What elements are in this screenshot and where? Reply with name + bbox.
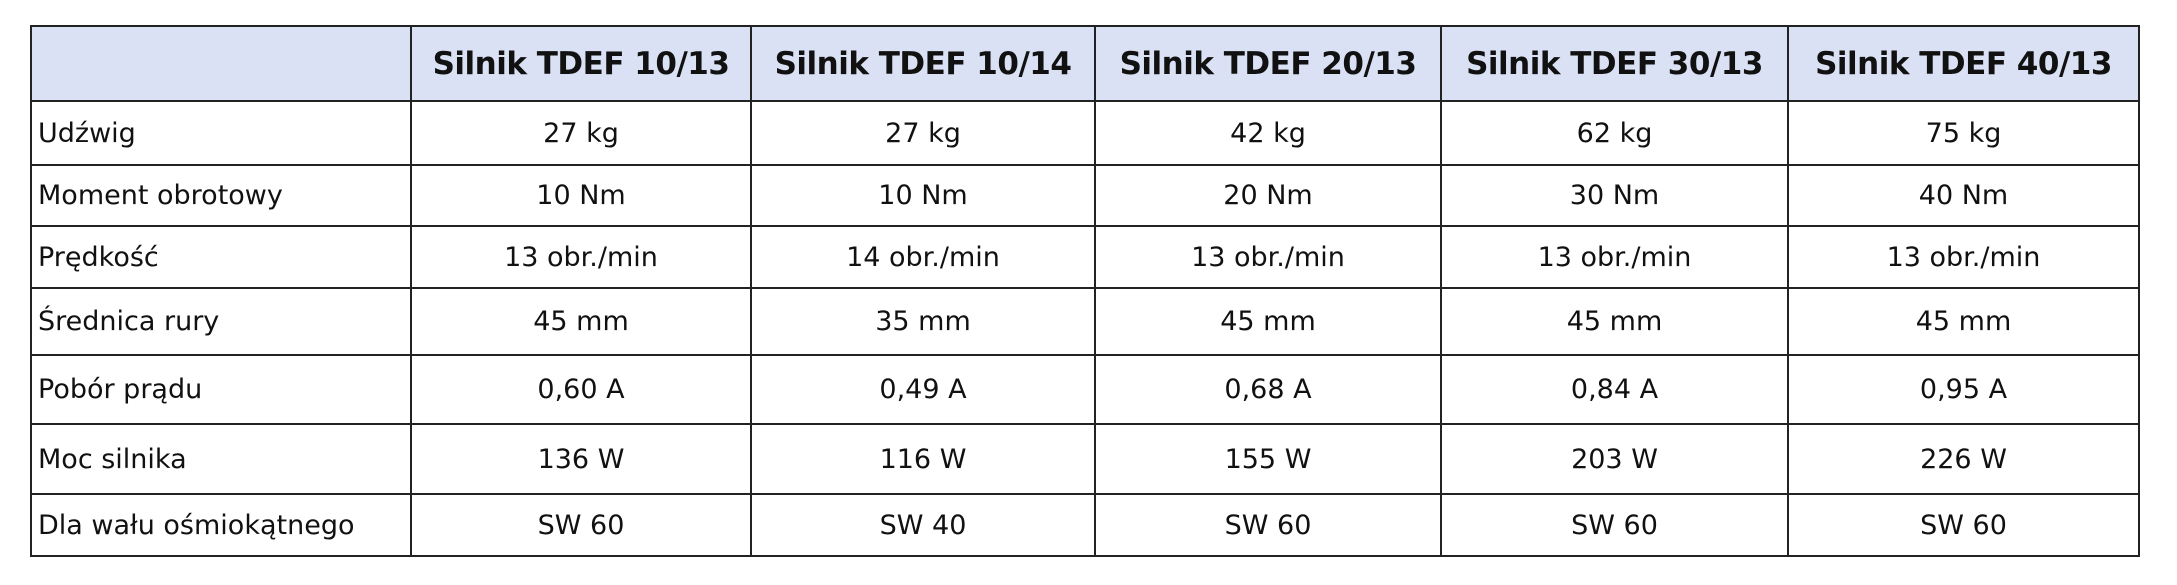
- cell: 62 kg: [1440, 100, 1789, 166]
- row-label: Moment obrotowy: [30, 164, 412, 227]
- cell: SW 40: [750, 493, 1096, 557]
- cell: SW 60: [1787, 493, 2140, 557]
- table-row: Prędkość 13 obr./min 14 obr./min 13 obr./mi…: [30, 225, 2140, 289]
- row-label: Moc silnika: [30, 423, 412, 495]
- column-header: Silnik TDEF 20/13: [1094, 25, 1442, 102]
- cell: 75 kg: [1787, 100, 2140, 166]
- cell: 0,49 A: [750, 354, 1096, 425]
- cell: 155 W: [1094, 423, 1442, 495]
- cell: SW 60: [410, 493, 752, 557]
- cell: 10 Nm: [410, 164, 752, 227]
- cell: 40 Nm: [1787, 164, 2140, 227]
- cell: 27 kg: [410, 100, 752, 166]
- cell: 45 mm: [1787, 287, 2140, 356]
- cell: 45 mm: [1440, 287, 1789, 356]
- cell: 0,68 A: [1094, 354, 1442, 425]
- spec-table: Silnik TDEF 10/13 Silnik TDEF 10/14 Silnik…: [30, 25, 2140, 557]
- row-label: Dla wału ośmiokątnego: [30, 493, 412, 557]
- cell: 30 Nm: [1440, 164, 1789, 227]
- column-header: Silnik TDEF 40/13: [1787, 25, 2140, 102]
- cell: 136 W: [410, 423, 752, 495]
- cell: 27 kg: [750, 100, 1096, 166]
- column-header: Silnik TDEF 10/13: [410, 25, 752, 102]
- header-row: Silnik TDEF 10/13 Silnik TDEF 10/14 Silnik…: [30, 25, 2140, 102]
- cell: 0,84 A: [1440, 354, 1789, 425]
- corner-cell: [30, 25, 412, 102]
- cell: 0,60 A: [410, 354, 752, 425]
- row-label: Prędkość: [30, 225, 412, 289]
- cell: 14 obr./min: [750, 225, 1096, 289]
- cell: SW 60: [1440, 493, 1789, 557]
- cell: 35 mm: [750, 287, 1096, 356]
- cell: 42 kg: [1094, 100, 1442, 166]
- cell: 45 mm: [1094, 287, 1442, 356]
- table-row: Udźwig 27 kg 27 kg 42 kg 62 kg 75 kg: [30, 100, 2140, 166]
- table-row: Moment obrotowy 10 Nm 10 Nm 20 Nm 30 Nm 40 Nm: [30, 164, 2140, 227]
- cell: SW 60: [1094, 493, 1442, 557]
- table-row: Pobór prądu 0,60 A 0,49 A 0,68 A 0,84 A 0,95 …: [30, 354, 2140, 425]
- table-body: Udźwig 27 kg 27 kg 42 kg 62 kg 75 kg Moment ob…: [30, 100, 2140, 557]
- row-label: Udźwig: [30, 100, 412, 166]
- row-label: Średnica rury: [30, 287, 412, 356]
- table-row: Dla wału ośmiokątnego SW 60 SW 40 SW 60 SW 6…: [30, 493, 2140, 557]
- table-row: Średnica rury 45 mm 35 mm 45 mm 45 mm 45 mm: [30, 287, 2140, 356]
- cell: 13 obr./min: [1440, 225, 1789, 289]
- row-label: Pobór prądu: [30, 354, 412, 425]
- cell: 13 obr./min: [1787, 225, 2140, 289]
- table-row: Moc silnika 136 W 116 W 155 W 203 W 226 W: [30, 423, 2140, 495]
- cell: 45 mm: [410, 287, 752, 356]
- cell: 226 W: [1787, 423, 2140, 495]
- cell: 20 Nm: [1094, 164, 1442, 227]
- column-header: Silnik TDEF 30/13: [1440, 25, 1789, 102]
- cell: 13 obr./min: [410, 225, 752, 289]
- cell: 13 obr./min: [1094, 225, 1442, 289]
- cell: 0,95 A: [1787, 354, 2140, 425]
- column-header: Silnik TDEF 10/14: [750, 25, 1096, 102]
- cell: 10 Nm: [750, 164, 1096, 227]
- cell: 203 W: [1440, 423, 1789, 495]
- cell: 116 W: [750, 423, 1096, 495]
